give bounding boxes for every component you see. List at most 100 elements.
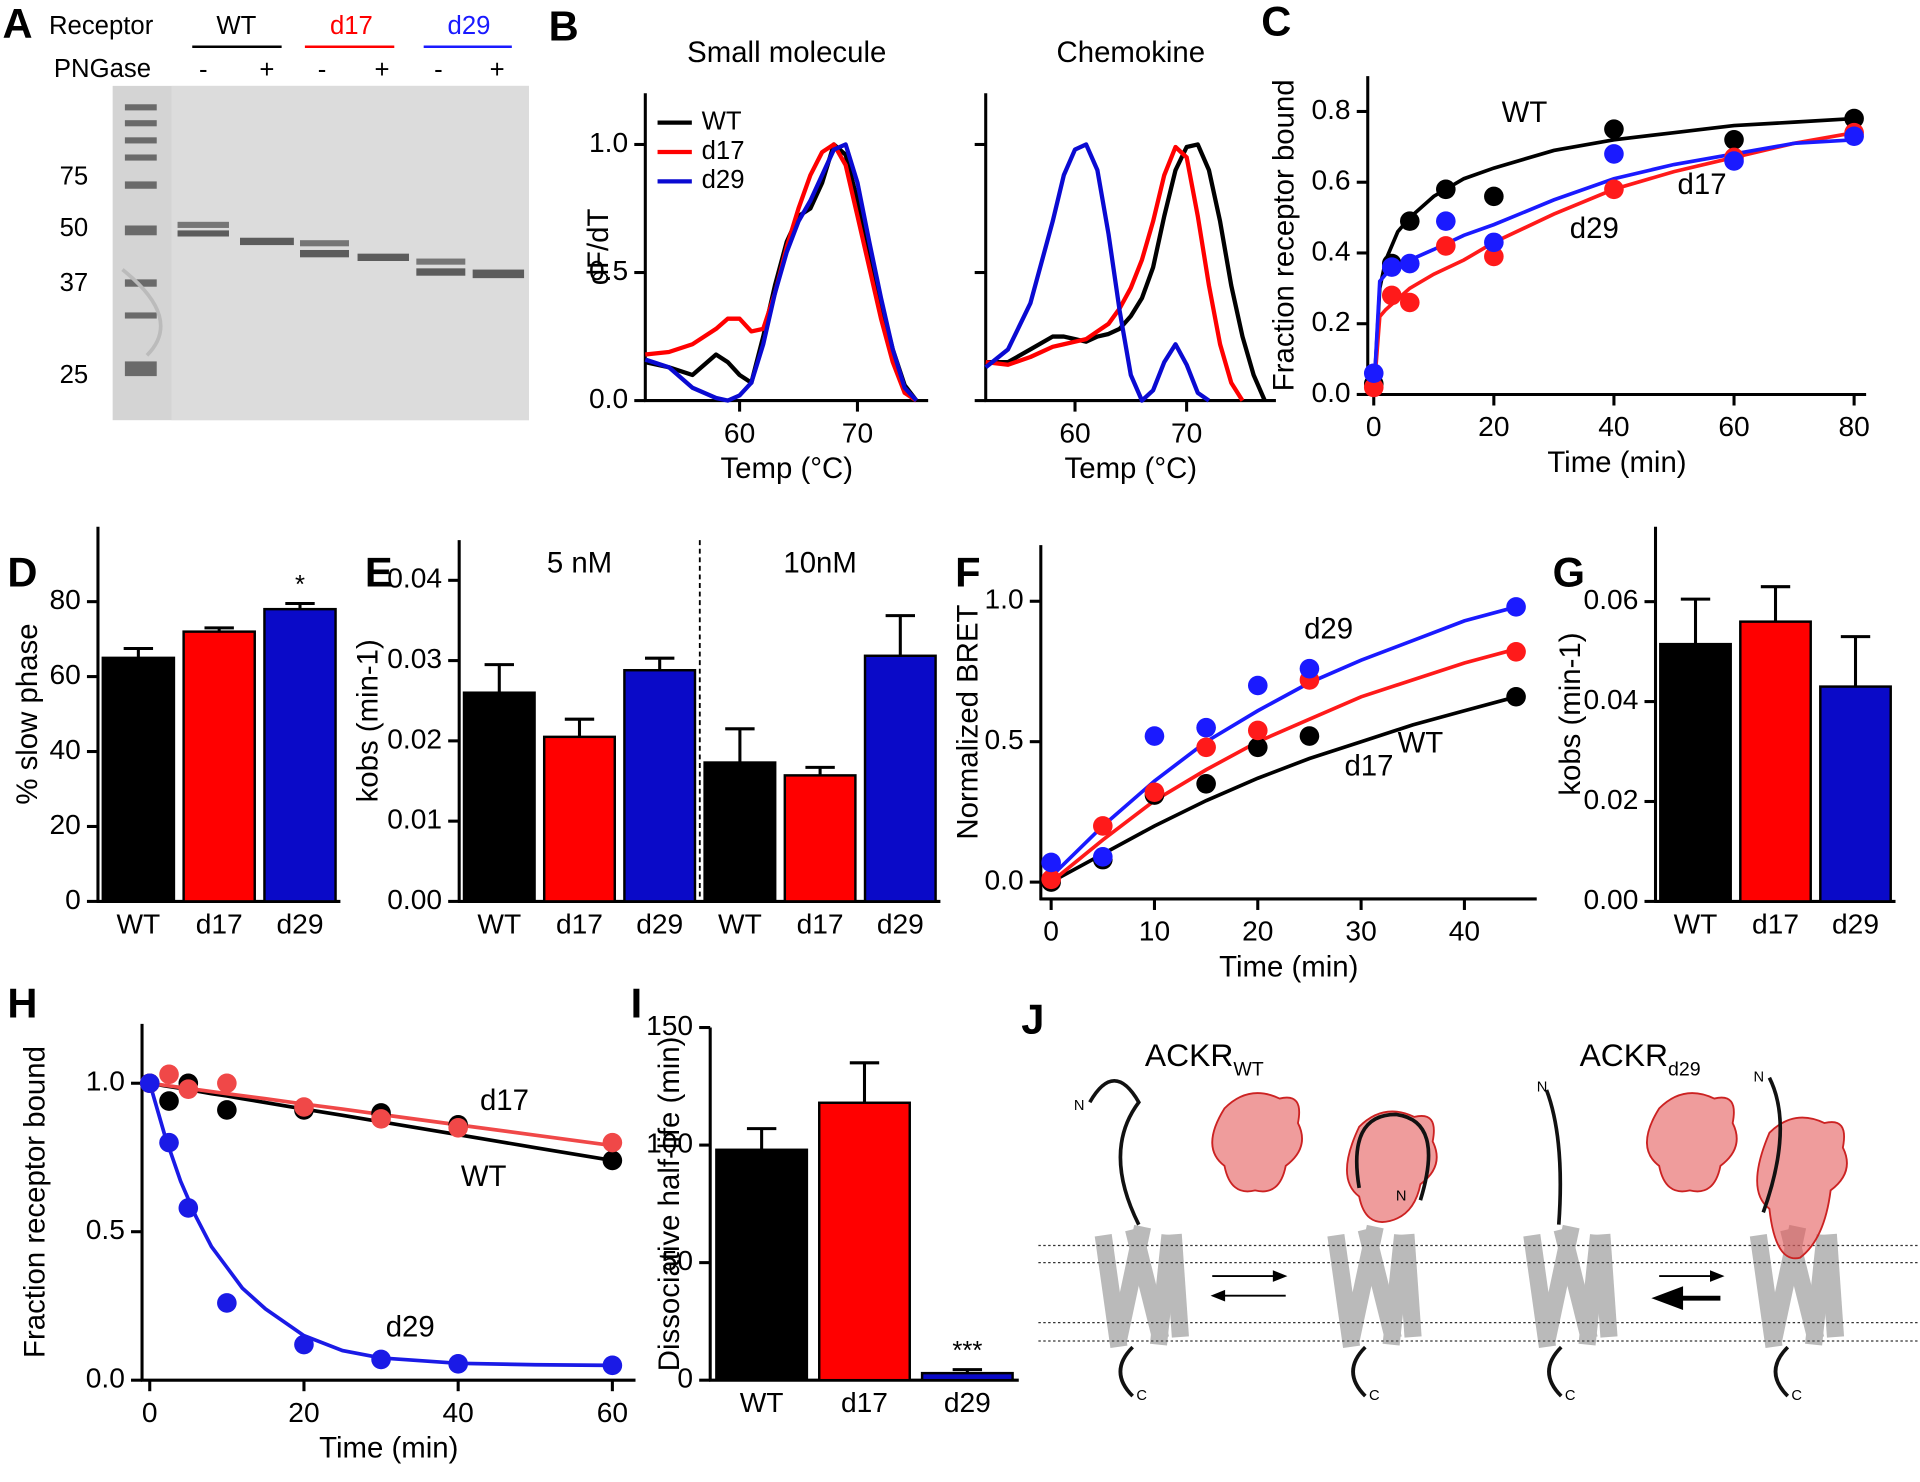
x-tick-label: 30 bbox=[1345, 916, 1376, 947]
ladder-label: 37 bbox=[60, 269, 89, 297]
x-tick-label: d17 bbox=[1752, 908, 1799, 939]
bar bbox=[715, 1148, 809, 1382]
y-tick-label: 0.0 bbox=[985, 865, 1024, 896]
data-point bbox=[602, 1150, 623, 1171]
bar bbox=[263, 607, 337, 903]
group-label: 10nM bbox=[783, 546, 856, 579]
y-axis-label: Fraction receptor bound bbox=[19, 1046, 52, 1358]
group-label: 5 nM bbox=[547, 546, 612, 579]
series-label: d17 bbox=[1678, 168, 1727, 201]
data-point bbox=[448, 1354, 468, 1374]
data-point bbox=[1484, 232, 1504, 253]
y-tick-label: 0.5 bbox=[86, 1214, 125, 1245]
panel-label: J bbox=[1021, 996, 1044, 1043]
series-label: WT bbox=[1398, 726, 1444, 759]
gel-lanes bbox=[171, 85, 529, 421]
data-point bbox=[159, 1132, 179, 1153]
bar bbox=[101, 656, 176, 903]
data-point bbox=[159, 1064, 179, 1085]
data-point bbox=[217, 1100, 237, 1120]
data-point bbox=[294, 1097, 314, 1117]
bar bbox=[462, 691, 536, 903]
n-terminus: N bbox=[1396, 1188, 1407, 1204]
chart-title: Chemokine bbox=[1057, 36, 1206, 69]
gel-panel: Receptor PNGase WT d17 d29 - + - + - + 7… bbox=[49, 12, 529, 421]
series-line bbox=[645, 142, 918, 403]
y-tick-label: 1.0 bbox=[86, 1066, 125, 1097]
series-label: d29 bbox=[1570, 212, 1619, 245]
panel-label: H bbox=[7, 980, 37, 1027]
y-tick-label: 0.0 bbox=[589, 383, 628, 414]
data-point bbox=[1247, 720, 1268, 741]
data-point bbox=[1399, 292, 1420, 313]
receptor-helices bbox=[1094, 1224, 1845, 1349]
series-label: d29 bbox=[386, 1311, 435, 1344]
panel-label: G bbox=[1553, 549, 1585, 596]
x-tick-label: 60 bbox=[597, 1397, 628, 1428]
x-tick-label: d29 bbox=[944, 1387, 991, 1418]
x-tick-label: 80 bbox=[1838, 411, 1869, 442]
data-point bbox=[1604, 179, 1624, 200]
x-tick-label: 20 bbox=[1478, 411, 1509, 442]
data-point bbox=[1196, 737, 1216, 758]
gel-treatment: - bbox=[199, 56, 208, 84]
y-tick-label: 0.8 bbox=[1311, 94, 1350, 125]
y-tick-label: 0 bbox=[677, 1363, 693, 1394]
y-axis-label: kobs (min-1) bbox=[352, 639, 385, 802]
y-tick-label: 60 bbox=[49, 659, 80, 690]
diagram: ACKRWT ACKRd29 N N N N C C C bbox=[1038, 1038, 1920, 1404]
series-label: d17 bbox=[480, 1084, 529, 1117]
fit-curve bbox=[1050, 695, 1517, 884]
x-tick-label: 60 bbox=[1718, 411, 1749, 442]
x-tick-label: d29 bbox=[877, 908, 924, 939]
bar bbox=[783, 774, 857, 903]
y-tick-label: 0.06 bbox=[1584, 584, 1639, 615]
x-tick-label: 40 bbox=[1449, 916, 1480, 947]
title-main: ACKR bbox=[1145, 1038, 1233, 1074]
data-point bbox=[1436, 236, 1456, 256]
data-point bbox=[1436, 179, 1456, 200]
data-point bbox=[1604, 144, 1624, 164]
bar bbox=[1819, 685, 1892, 903]
bar bbox=[818, 1101, 911, 1382]
y-tick-label: 150 bbox=[646, 1010, 693, 1041]
gel-receptor: WT bbox=[216, 12, 256, 40]
data-point bbox=[1363, 377, 1384, 398]
bar bbox=[920, 1371, 1014, 1382]
y-tick-label: 40 bbox=[49, 734, 80, 765]
gel-treatment: - bbox=[318, 56, 327, 84]
data-point bbox=[602, 1355, 623, 1376]
n-terminus: N bbox=[1074, 1098, 1085, 1114]
y-tick-label: 0.5 bbox=[589, 255, 628, 286]
data-point bbox=[1724, 129, 1744, 150]
fit-curve bbox=[1371, 130, 1855, 395]
y-tick-label: 0.00 bbox=[1584, 884, 1639, 915]
error-bar bbox=[1840, 635, 1871, 687]
x-tick-label: d29 bbox=[1832, 908, 1879, 939]
x-tick-label: 60 bbox=[1059, 417, 1090, 448]
series-label: WT bbox=[461, 1160, 507, 1193]
legend-label: d17 bbox=[702, 137, 745, 165]
gel-row-label: Receptor bbox=[49, 12, 154, 40]
x-tick-label: 40 bbox=[1598, 411, 1629, 442]
data-point bbox=[1381, 257, 1402, 277]
x-tick-label: 10 bbox=[1139, 916, 1170, 947]
x-axis-label: Temp (°C) bbox=[720, 452, 853, 485]
y-tick-label: 0.04 bbox=[387, 563, 442, 594]
data-point bbox=[1299, 726, 1320, 746]
x-tick-label: 60 bbox=[724, 417, 755, 448]
x-tick-label: 70 bbox=[1171, 417, 1202, 448]
series-label: d29 bbox=[1304, 613, 1353, 646]
error-bar bbox=[725, 727, 755, 763]
title-sub: d29 bbox=[1668, 1059, 1701, 1081]
ladder-label: 75 bbox=[60, 163, 89, 191]
x-tick-label: 20 bbox=[288, 1397, 319, 1428]
y-tick-label: 100 bbox=[646, 1128, 693, 1159]
series-line bbox=[985, 144, 1245, 402]
y-tick-label: 1.0 bbox=[985, 584, 1024, 615]
fit-curve bbox=[147, 1082, 613, 1368]
x-tick-label: WT bbox=[116, 908, 160, 939]
bar bbox=[1659, 642, 1732, 903]
data-point bbox=[1299, 658, 1320, 679]
